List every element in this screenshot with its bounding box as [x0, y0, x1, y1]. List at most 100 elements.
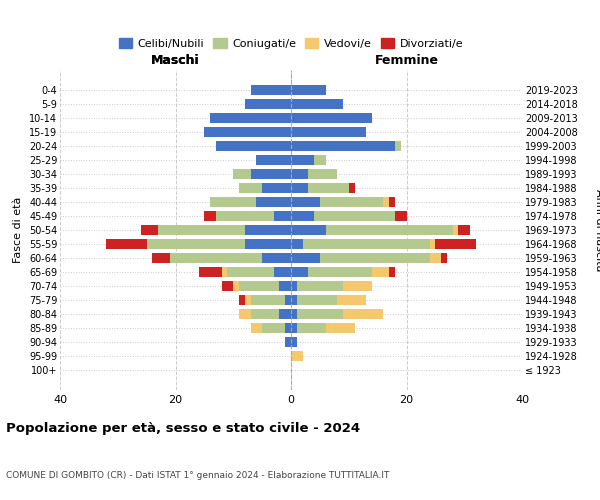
Bar — [245, 224, 291, 235]
Bar — [291, 337, 297, 347]
Bar — [291, 323, 297, 334]
Bar — [458, 224, 470, 235]
Bar — [349, 182, 355, 193]
Bar — [337, 295, 366, 306]
Bar — [262, 253, 291, 264]
Bar — [436, 239, 476, 250]
Bar — [430, 239, 436, 250]
Bar — [285, 337, 291, 347]
Bar — [291, 295, 297, 306]
Bar — [141, 224, 158, 235]
Bar — [343, 309, 383, 320]
Bar — [383, 196, 389, 207]
Bar — [262, 323, 285, 334]
Bar — [320, 196, 383, 207]
Bar — [308, 168, 337, 179]
Bar — [227, 267, 274, 278]
Legend: Celibi/Nubili, Coniugati/e, Vedovi/e, Divorziati/e: Celibi/Nubili, Coniugati/e, Vedovi/e, Di… — [115, 34, 467, 54]
Bar — [430, 253, 441, 264]
Bar — [291, 351, 302, 362]
Bar — [222, 267, 227, 278]
Bar — [274, 210, 291, 221]
Bar — [291, 196, 320, 207]
Bar — [233, 168, 251, 179]
Bar — [158, 224, 245, 235]
Text: COMUNE DI GOMBITO (CR) - Dati ISTAT 1° gennaio 2024 - Elaborazione TUTTITALIA.IT: COMUNE DI GOMBITO (CR) - Dati ISTAT 1° g… — [6, 471, 389, 480]
Bar — [251, 168, 291, 179]
Bar — [170, 253, 262, 264]
Bar — [291, 253, 320, 264]
Bar — [239, 295, 245, 306]
Bar — [106, 239, 146, 250]
Bar — [285, 295, 291, 306]
Bar — [262, 182, 291, 193]
Bar — [291, 224, 326, 235]
Bar — [395, 140, 401, 151]
Bar — [280, 281, 291, 291]
Bar — [308, 182, 349, 193]
Bar — [297, 323, 326, 334]
Bar — [216, 140, 291, 151]
Bar — [297, 309, 343, 320]
Bar — [291, 126, 366, 137]
Bar — [205, 210, 216, 221]
Bar — [326, 323, 355, 334]
Bar — [308, 267, 372, 278]
Bar — [245, 239, 291, 250]
Bar — [274, 267, 291, 278]
Bar — [291, 168, 308, 179]
Text: Maschi: Maschi — [151, 54, 200, 67]
Bar — [291, 84, 326, 95]
Bar — [314, 154, 326, 165]
Bar — [146, 239, 245, 250]
Bar — [389, 267, 395, 278]
Y-axis label: Fasce di età: Fasce di età — [13, 197, 23, 263]
Bar — [291, 112, 372, 123]
Bar — [280, 309, 291, 320]
Bar — [302, 239, 430, 250]
Bar — [251, 309, 280, 320]
Bar — [395, 210, 407, 221]
Bar — [239, 182, 262, 193]
Bar — [251, 323, 262, 334]
Bar — [320, 253, 430, 264]
Bar — [251, 84, 291, 95]
Bar — [389, 196, 395, 207]
Bar — [343, 281, 372, 291]
Bar — [326, 224, 453, 235]
Bar — [291, 267, 308, 278]
Bar — [222, 281, 233, 291]
Bar — [152, 253, 170, 264]
Bar — [441, 253, 447, 264]
Bar — [291, 281, 297, 291]
Bar — [205, 126, 291, 137]
Bar — [199, 267, 222, 278]
Bar — [297, 295, 337, 306]
Text: Maschi: Maschi — [151, 54, 200, 67]
Bar — [233, 281, 239, 291]
Bar — [291, 182, 308, 193]
Bar — [256, 196, 291, 207]
Bar — [245, 98, 291, 109]
Bar — [291, 140, 395, 151]
Bar — [291, 98, 343, 109]
Bar — [239, 309, 251, 320]
Y-axis label: Anni di nascita: Anni di nascita — [595, 188, 600, 271]
Bar — [216, 210, 274, 221]
Bar — [210, 196, 256, 207]
Bar — [210, 112, 291, 123]
Bar — [297, 281, 343, 291]
Bar — [453, 224, 458, 235]
Bar — [291, 210, 314, 221]
Bar — [372, 267, 389, 278]
Text: Femmine: Femmine — [374, 54, 439, 67]
Text: Popolazione per età, sesso e stato civile - 2024: Popolazione per età, sesso e stato civil… — [6, 422, 360, 435]
Bar — [256, 154, 291, 165]
Bar — [314, 210, 395, 221]
Bar — [291, 154, 314, 165]
Bar — [291, 239, 302, 250]
Bar — [285, 323, 291, 334]
Bar — [245, 295, 251, 306]
Bar — [291, 309, 297, 320]
Bar — [251, 295, 285, 306]
